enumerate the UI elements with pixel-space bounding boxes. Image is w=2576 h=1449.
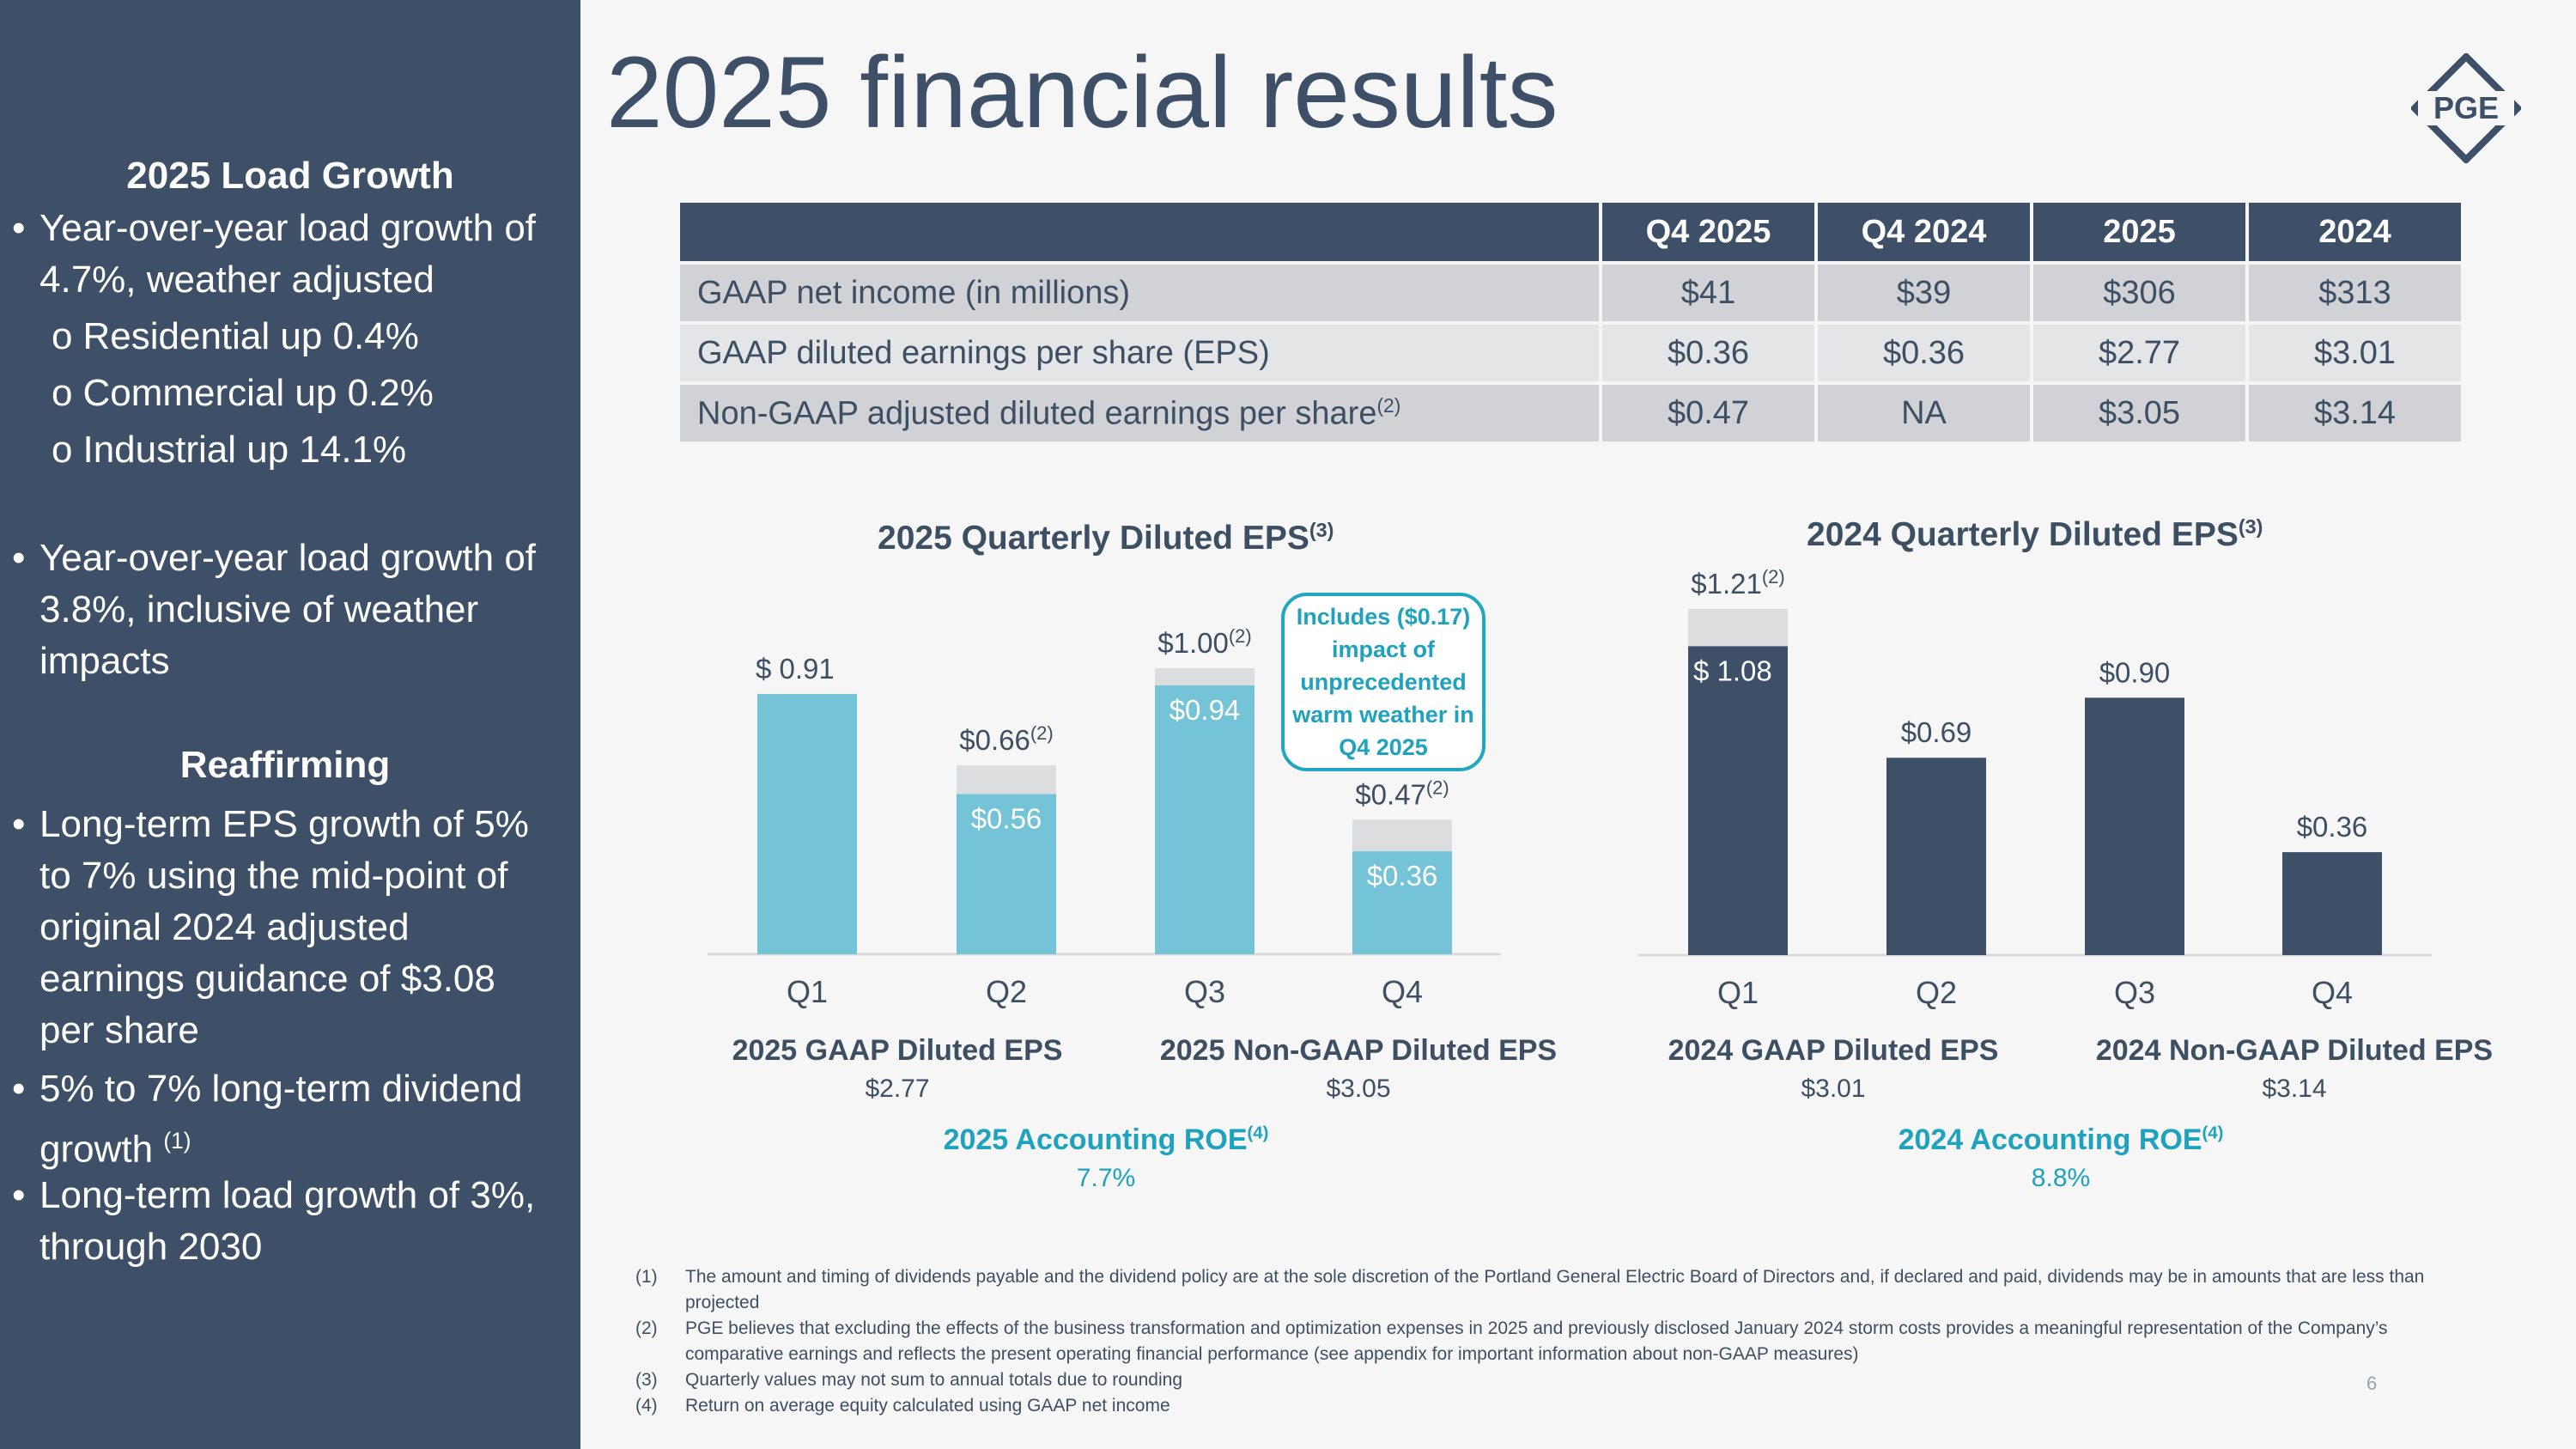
- weather-impact-callout: Includes ($0.17) impact of unprecedented…: [1281, 593, 1485, 771]
- table-cell: $39: [1814, 261, 2033, 325]
- page-number: 6: [2366, 1373, 2378, 1394]
- table-cell: $3.05: [2030, 381, 2249, 445]
- data-label-gaap-q3: $0.90: [2099, 656, 2171, 688]
- table-header-2024: 2024: [2245, 199, 2464, 265]
- sub-bullet-commercial: o Commercial up 0.2%: [52, 372, 434, 414]
- data-label-gaap-q4: $0.36: [2297, 811, 2368, 843]
- table-row: Non-GAAP adjusted diluted earnings per s…: [677, 381, 2464, 445]
- bar-gaap-q3: [2085, 697, 2184, 955]
- table-cell: $2.77: [2030, 321, 2249, 385]
- bullet-eps-growth: • Long-term EPS growth of 5% to 7% using…: [12, 803, 529, 1051]
- tick-label-q1: Q1: [787, 974, 828, 1009]
- bar-nongaap-q3: [1155, 668, 1255, 685]
- table-cell: $0.36: [1814, 321, 2033, 385]
- table-header-row: Q4 2025 Q4 2024 2025 2024: [677, 199, 2464, 265]
- table-cell: $3.14: [2245, 381, 2464, 445]
- page-title: 2025 financial results: [606, 36, 1558, 149]
- table-cell: $41: [1599, 261, 1818, 325]
- footnote-3: (3) Quarterly values may not sum to annua…: [635, 1370, 1182, 1390]
- chart-title-2025: 2025 Quarterly Diluted EPS(3): [878, 519, 1334, 557]
- bullet-load-growth-weather-adjusted: • Year-over-year load growth of 4.7%, we…: [12, 207, 537, 301]
- table-header-2025: 2025: [2030, 199, 2249, 265]
- tick-label-q3: Q3: [1184, 974, 1225, 1009]
- tick-label-q2: Q2: [1916, 975, 1957, 1010]
- row-label: GAAP net income (in millions): [677, 261, 1602, 325]
- data-label-gaap-q2: $0.69: [1901, 716, 1972, 748]
- table-cell: $0.47: [1599, 381, 1818, 445]
- data-label-gaap-q4: $0.36: [1367, 860, 1438, 892]
- bar-gaap-q1: [1688, 646, 1788, 955]
- logo-text: PGE: [2433, 90, 2499, 125]
- pge-logo: PGE: [2411, 53, 2521, 163]
- tick-label-q1: Q1: [1717, 975, 1759, 1010]
- bar-gaap-q2: [1886, 758, 1986, 955]
- bar-gaap-q2: [957, 794, 1056, 954]
- footnote-1: (1) The amount and timing of dividends pa…: [635, 1267, 2425, 1312]
- bar-gaap-q1: [757, 693, 857, 954]
- footnotes: (1) The amount and timing of dividends pa…: [635, 1264, 2464, 1419]
- table-cell: $0.36: [1599, 321, 1818, 385]
- tick-label-q4: Q4: [2312, 975, 2353, 1010]
- bar-gaap-q4: [2282, 852, 2382, 955]
- sub-bullet-industrial: o Industrial up 14.1%: [52, 429, 407, 471]
- bar-gaap-q4: [1352, 851, 1452, 954]
- row-label: Non-GAAP adjusted diluted earnings per s…: [677, 381, 1602, 445]
- table-cell: $3.01: [2245, 321, 2464, 385]
- bar-nongaap-q4: [1352, 819, 1452, 852]
- data-label-gaap-q3: $0.94: [1170, 694, 1241, 726]
- data-label-nongaap-q3: $1.00(2): [1157, 625, 1251, 659]
- table-header-blank: [677, 199, 1602, 265]
- financial-results-table: Q4 2025 Q4 2024 2025 2024 GAAP net incom…: [677, 199, 2464, 445]
- chart-title-2024: 2024 Quarterly Diluted EPS(3): [1807, 515, 2263, 553]
- data-label-nongaap-q1: $1.21(2): [1691, 566, 1784, 600]
- bullet-long-term-load-growth: • Long-term load growth of 3%, through 2…: [12, 1174, 536, 1268]
- table-cell: $306: [2030, 261, 2249, 325]
- table-header-q4-2025: Q4 2025: [1599, 199, 1818, 265]
- bar-nongaap-q2: [957, 765, 1056, 795]
- bullet-load-growth-inclusive-weather: • Year-over-year load growth of 3.8%, in…: [12, 537, 537, 682]
- row-label: GAAP diluted earnings per share (EPS): [677, 321, 1602, 385]
- bar-nongaap-q1: [1688, 609, 1788, 647]
- load-growth-heading: 2025 Load Growth: [126, 155, 454, 197]
- sub-bullet-residential: o Residential up 0.4%: [52, 315, 419, 357]
- bullet-dividend-growth: • 5% to 7% long-term dividend growth (1): [12, 1068, 523, 1171]
- table-row: GAAP net income (in millions) $41 $39 $3…: [677, 261, 2464, 325]
- footnote-4: (4) Return on average equity calculated u…: [635, 1396, 1170, 1416]
- table-cell: $313: [2245, 261, 2464, 325]
- footnote-2: (2) PGE believes that excluding the effec…: [635, 1318, 2388, 1364]
- data-label-gaap-q1: $ 1.08: [1693, 654, 1772, 686]
- reaffirming-heading: Reaffirming: [179, 744, 391, 786]
- table-row: GAAP diluted earnings per share (EPS) $0…: [677, 321, 2464, 385]
- sidebar: 2025 Load Growth • Year-over-year load g…: [0, 0, 580, 1449]
- tick-label-q3: Q3: [2114, 975, 2155, 1010]
- tick-label-q2: Q2: [986, 974, 1027, 1009]
- table-header-q4-2024: Q4 2024: [1814, 199, 2033, 265]
- tick-label-q4: Q4: [1382, 974, 1423, 1009]
- table-cell: NA: [1814, 381, 2033, 445]
- data-label-nongaap-q2: $0.66(2): [959, 722, 1053, 756]
- data-label-gaap-q2: $0.56: [971, 803, 1042, 835]
- data-label-nongaap-q4: $0.47(2): [1355, 776, 1449, 810]
- data-label-gaap-q1: $ 0.91: [756, 653, 835, 685]
- bar-gaap-q3: [1155, 685, 1255, 954]
